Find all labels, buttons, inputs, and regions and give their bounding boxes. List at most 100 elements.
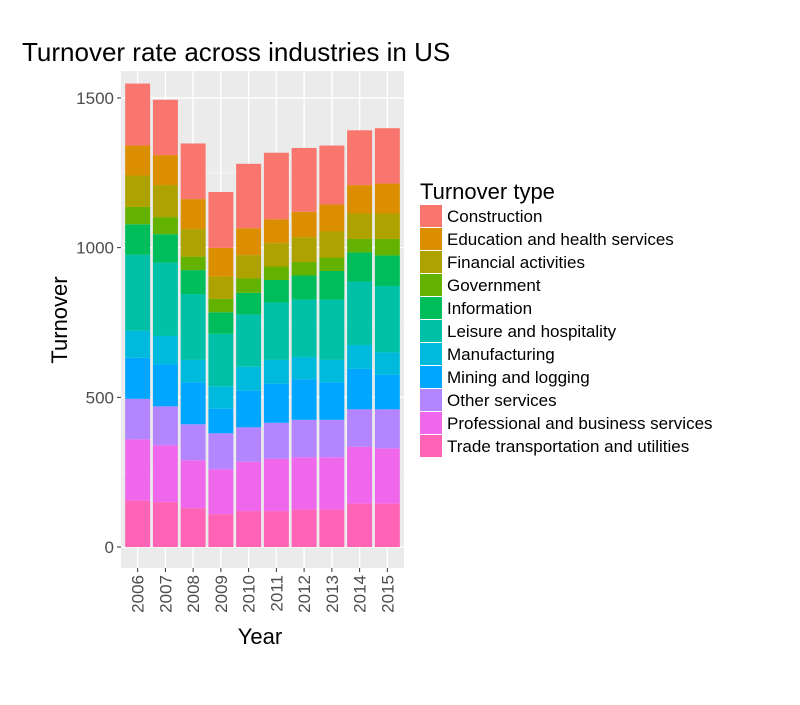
- bar-segment: [180, 256, 206, 271]
- bar-segment: [208, 333, 234, 387]
- bar-segment: [263, 383, 289, 423]
- bar-segment: [125, 500, 151, 548]
- bar-segment: [347, 409, 373, 447]
- bar-segment: [263, 279, 289, 303]
- bar-segment: [347, 344, 373, 369]
- bar-segment: [347, 281, 373, 345]
- x-tick-label: 2009: [212, 575, 231, 613]
- bar-segment: [152, 185, 178, 218]
- bar-segment: [180, 294, 206, 360]
- bar-segment: [208, 469, 234, 515]
- bar-segment: [319, 299, 345, 360]
- bar-segment: [125, 206, 151, 225]
- bar-segment: [263, 219, 289, 244]
- bar-segment: [374, 238, 400, 256]
- chart-title: Turnover rate across industries in US: [22, 37, 450, 67]
- bar-segment: [208, 433, 234, 470]
- bar-segment: [319, 382, 345, 420]
- bar-segment: [291, 379, 317, 420]
- bar-segment: [125, 254, 151, 331]
- bar-segment: [347, 368, 373, 410]
- x-axis-title: Year: [238, 624, 282, 649]
- bar-segment: [152, 262, 178, 336]
- bar-segment: [263, 152, 289, 220]
- bar-segment: [125, 83, 151, 146]
- y-axis-title: Turnover: [47, 276, 72, 363]
- y-tick-label: 1500: [76, 89, 114, 108]
- bar-segment: [319, 509, 345, 548]
- x-tick-label: 2008: [184, 575, 203, 613]
- bar-segment: [319, 270, 345, 300]
- legend-label: Mining and logging: [447, 368, 590, 387]
- bar-segment: [152, 502, 178, 548]
- bar-segment: [236, 292, 262, 315]
- bar-segment: [125, 145, 151, 176]
- bar-segment: [291, 237, 317, 263]
- legend-swatch: [420, 343, 442, 365]
- legend-label: Financial activities: [447, 253, 585, 272]
- bar-segment: [152, 217, 178, 235]
- bar-segment: [347, 130, 373, 186]
- bars: [125, 83, 400, 548]
- x-axis: 2006 2007 2008 2009 2010 2011 2012 2013 2014 2015: [129, 568, 397, 613]
- bar-segment: [208, 191, 234, 248]
- bar-segment: [152, 155, 178, 186]
- bar-segment: [236, 390, 262, 428]
- legend-swatch: [420, 366, 442, 388]
- bar-segment: [236, 278, 262, 293]
- bar-segment: [374, 409, 400, 449]
- bar-segment: [291, 262, 317, 276]
- x-tick-label: 2015: [378, 575, 397, 613]
- bar-segment: [347, 503, 373, 548]
- bar-segment: [236, 255, 262, 279]
- bar-segment: [347, 446, 373, 504]
- legend-label: Manufacturing: [447, 345, 555, 364]
- bar-segment: [208, 312, 234, 334]
- legend: Turnover type Construction Education and …: [420, 179, 713, 457]
- bar-segment: [125, 224, 151, 255]
- bar-segment: [291, 419, 317, 458]
- y-tick-label: 1000: [76, 239, 114, 258]
- bar-segment: [319, 145, 345, 205]
- bar-segment: [236, 314, 262, 367]
- bar-segment: [208, 408, 234, 434]
- bar-segment: [236, 511, 262, 548]
- legend-swatch: [420, 412, 442, 434]
- x-tick-label: 2007: [156, 575, 175, 613]
- y-tick-label: 0: [105, 538, 114, 557]
- bar-segment: [152, 406, 178, 446]
- legend-swatch: [420, 274, 442, 296]
- bar-segment: [319, 359, 345, 383]
- bar-segment: [374, 255, 400, 286]
- bar-segment: [374, 374, 400, 410]
- bar-segment: [180, 270, 206, 295]
- bar-segment: [263, 511, 289, 548]
- legend-swatch: [420, 297, 442, 319]
- bar-segment: [125, 330, 151, 358]
- bar-segment: [180, 199, 206, 230]
- bar-segment: [319, 457, 345, 510]
- bar-segment: [263, 458, 289, 512]
- bar-segment: [374, 285, 400, 353]
- bar-segment: [208, 514, 234, 548]
- bar-segment: [374, 183, 400, 214]
- bar-segment: [319, 231, 345, 258]
- bar-segment: [347, 238, 373, 253]
- legend-label: Other services: [447, 391, 557, 410]
- bar-segment: [263, 302, 289, 360]
- bar-segment: [180, 143, 206, 200]
- bar-segment: [374, 128, 400, 184]
- bar-segment: [291, 299, 317, 357]
- bar-segment: [291, 509, 317, 548]
- x-tick-label: 2014: [351, 575, 370, 613]
- bar-segment: [208, 247, 234, 277]
- x-tick-label: 2012: [295, 575, 314, 613]
- bar-segment: [180, 359, 206, 383]
- legend-label: Leisure and hospitality: [447, 322, 617, 341]
- legend-swatch: [420, 435, 442, 457]
- bar-segment: [180, 508, 206, 548]
- legend-label: Construction: [447, 207, 542, 226]
- legend-label: Professional and business services: [447, 414, 713, 433]
- bar-segment: [319, 204, 345, 232]
